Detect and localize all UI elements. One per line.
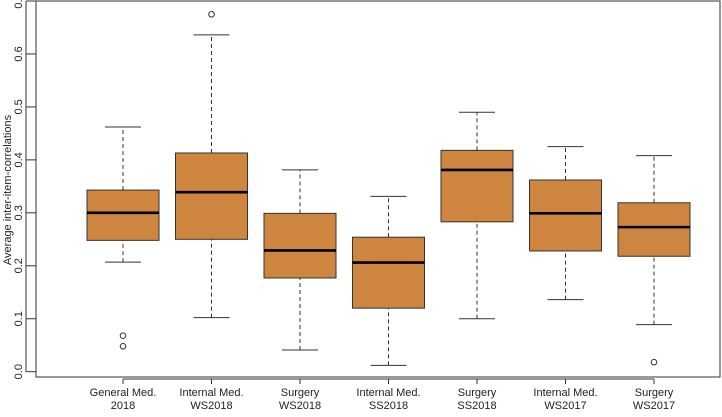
- x-tick-label: General Med. 2018: [90, 387, 157, 412]
- boxes-group: [86, 10, 691, 366]
- y-axis-title: Average inter-item-correlations: [2, 114, 14, 265]
- x-tick-label-line: WS2018: [279, 400, 321, 412]
- iqr-box: [529, 179, 602, 252]
- x-tick-label-line: Surgery: [635, 387, 674, 399]
- y-tick-label: 0.2: [13, 258, 25, 273]
- iqr-box: [263, 212, 337, 279]
- y-tick-label: 0.6: [13, 46, 25, 61]
- y-axis: 0.0 0.1 0.2 0.3 0.4 0.5 0.6 0.7: [13, 0, 36, 379]
- iqr-box: [440, 149, 514, 223]
- iqr-box: [352, 236, 425, 309]
- x-tick-label-line: Surgery: [281, 387, 320, 399]
- x-tick-label: Internal Med. SS2018: [356, 387, 420, 412]
- x-tick-label-line: WS2018: [190, 400, 232, 412]
- box-1: [86, 126, 160, 350]
- y-tick-label: 0.4: [13, 152, 25, 167]
- x-tick-label-line: WS2017: [544, 400, 586, 412]
- outlier-point: [119, 342, 127, 350]
- y-tick-label: 0.0: [13, 364, 25, 379]
- box-4: [352, 195, 425, 366]
- x-tick-label-line: 2018: [111, 400, 135, 412]
- y-tick-label: 0.3: [13, 205, 25, 220]
- x-tick-label: Surgery WS2017: [633, 387, 675, 412]
- x-tick-label-line: Surgery: [458, 387, 497, 399]
- x-tick-label: Internal Med. WS2017: [533, 387, 597, 412]
- plot-frame: [35, 0, 721, 378]
- x-tick-label-line: General Med.: [90, 387, 157, 399]
- x-tick-label-line: Internal Med.: [533, 387, 597, 399]
- outlier-point: [650, 358, 658, 366]
- x-tick-label-line: WS2017: [633, 400, 675, 412]
- box-6: [529, 146, 602, 301]
- outlier-point: [208, 10, 215, 18]
- iqr-box: [617, 202, 691, 257]
- iqr-box: [86, 189, 160, 241]
- x-tick-label-line: SS2018: [457, 400, 496, 412]
- x-tick-label: Surgery WS2018: [279, 387, 321, 412]
- box-7: [617, 155, 691, 366]
- y-tick-label: 0.7: [13, 0, 25, 9]
- y-tick-label: 0.5: [13, 99, 25, 114]
- box-3: [263, 169, 337, 351]
- x-tick-label-line: SS2018: [369, 400, 408, 412]
- x-tick-label-line: Internal Med.: [179, 387, 243, 399]
- x-tick-label: Surgery SS2018: [457, 387, 496, 412]
- iqr-box: [175, 152, 248, 240]
- box-5: [440, 111, 514, 320]
- outlier-point: [119, 332, 127, 339]
- x-tick-label: Internal Med. WS2018: [179, 387, 243, 412]
- y-tick-label: 0.1: [13, 311, 25, 326]
- box-2: [175, 10, 248, 319]
- x-tick-label-line: Internal Med.: [356, 387, 420, 399]
